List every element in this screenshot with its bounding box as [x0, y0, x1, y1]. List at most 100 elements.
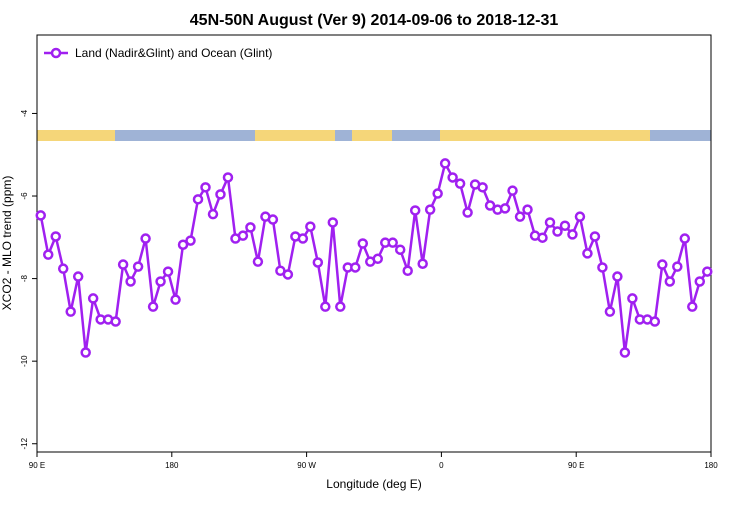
data-point — [297, 233, 309, 244]
data-point — [57, 263, 69, 274]
data-point — [589, 231, 601, 242]
data-point — [312, 257, 324, 268]
data-point — [582, 248, 593, 259]
data-point — [702, 266, 713, 277]
data-point — [559, 220, 571, 231]
data-point — [42, 249, 54, 260]
data-point — [447, 172, 458, 183]
data-point — [657, 259, 668, 270]
data-point — [132, 261, 144, 272]
x-axis-label: Longitude (deg E) — [326, 477, 421, 491]
data-point — [87, 293, 99, 304]
legend-marker — [50, 47, 62, 59]
x-tick-label: 90 W — [297, 461, 316, 470]
data-point — [177, 239, 189, 250]
x-tick-label: 90 E — [29, 461, 45, 470]
data-point — [672, 261, 683, 272]
data-point — [117, 259, 129, 270]
data-point — [417, 258, 428, 269]
data-point — [432, 188, 443, 199]
data-point — [567, 229, 578, 240]
data-point — [372, 253, 383, 265]
data-point — [155, 276, 166, 287]
data-point — [514, 211, 526, 222]
data-point — [597, 262, 608, 273]
data-point — [394, 244, 406, 255]
y-tick-label: -12 — [20, 437, 29, 449]
data-point — [679, 233, 691, 244]
data-point — [574, 211, 586, 222]
data-point — [357, 238, 369, 249]
data-point — [409, 205, 421, 216]
data-point — [350, 262, 361, 273]
data-point — [215, 189, 226, 200]
data-point — [619, 347, 631, 358]
data-point — [612, 271, 623, 282]
data-point — [387, 237, 398, 248]
data-point — [237, 230, 249, 241]
y-tick-label: -8 — [20, 274, 29, 282]
data-point — [664, 276, 676, 287]
y-tick-label: -6 — [20, 192, 29, 200]
data-point — [140, 233, 151, 244]
data-point — [192, 194, 204, 205]
data-point — [402, 265, 413, 276]
data-point — [222, 172, 234, 183]
land-band — [255, 130, 335, 141]
data-point — [185, 235, 196, 246]
y-tick-label: -10 — [20, 355, 29, 367]
data-point — [245, 222, 256, 233]
data-point — [477, 182, 488, 193]
y-axis-label: XCO2 - MLO trend (ppm) — [0, 176, 14, 311]
data-point — [110, 316, 121, 327]
land-band — [37, 130, 115, 141]
legend-label: Land (Nadir&Glint) and Ocean (Glint) — [75, 46, 272, 60]
data-point — [72, 271, 84, 282]
data-point — [499, 203, 511, 214]
plot-frame — [36, 34, 712, 453]
data-point — [649, 316, 661, 327]
data-point — [537, 232, 548, 243]
data-point — [305, 221, 316, 232]
data-point — [320, 301, 331, 312]
data-point — [424, 204, 436, 215]
data-point — [544, 217, 556, 228]
data-point — [267, 214, 279, 225]
data-point — [170, 294, 181, 305]
data-point — [252, 256, 264, 267]
data-point — [147, 301, 159, 312]
land-band — [440, 130, 650, 141]
data-point — [694, 276, 706, 287]
data-point — [35, 210, 46, 221]
data-point — [462, 207, 473, 218]
data-point — [125, 276, 136, 287]
data-point — [454, 178, 466, 189]
y-tick-label: -4 — [20, 109, 29, 117]
data-point — [507, 185, 518, 196]
data-point — [162, 266, 174, 277]
data-point — [484, 200, 496, 211]
data-point — [200, 182, 211, 193]
data-point — [80, 347, 91, 358]
legend: Land (Nadir&Glint) and Ocean (Glint) — [44, 46, 272, 60]
data-point — [604, 306, 616, 317]
data-point — [627, 293, 638, 304]
data-point — [65, 306, 76, 317]
data-point — [439, 158, 451, 169]
x-tick-label: 90 E — [568, 461, 584, 470]
x-tick-label: 180 — [704, 461, 718, 470]
chart-title: 45N-50N August (Ver 9) 2014-09-06 to 201… — [190, 12, 559, 29]
data-point — [687, 301, 698, 312]
land-band — [352, 130, 392, 141]
data-point — [522, 204, 533, 215]
x-tick-label: 0 — [439, 461, 444, 470]
map-strip — [37, 130, 711, 141]
data-point — [327, 217, 339, 228]
data-point — [50, 231, 61, 242]
data-point — [282, 269, 294, 280]
x-tick-label: 180 — [165, 461, 179, 470]
data-point — [207, 208, 219, 220]
data-point — [335, 301, 346, 312]
data-point — [552, 226, 563, 237]
